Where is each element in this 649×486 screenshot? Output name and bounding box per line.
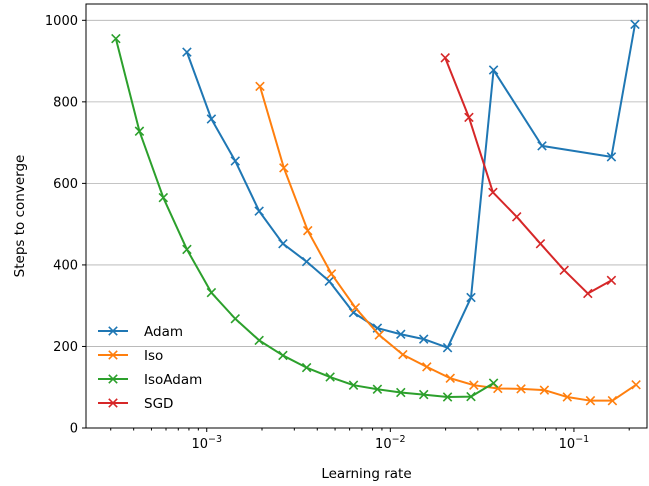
data-point-sgd [440,53,450,63]
data-point-iso [585,395,596,406]
data-point-sgd [511,212,522,222]
data-point-adam [278,238,288,249]
data-point-isoadam [396,387,406,398]
data-point-adam [230,156,241,166]
legend-marker-adam [108,326,118,336]
data-point-iso [255,81,265,92]
legend-item-adam: Adam [98,324,183,340]
data-point-iso [326,269,337,279]
data-point-isoadam [372,384,383,395]
series-line-iso [259,86,637,402]
legend-marker-isoadam [108,374,118,384]
data-point-iso [607,395,618,406]
data-point-iso [302,225,313,236]
series-iso [255,81,641,406]
x-tick-label: 10−2 [375,434,406,452]
data-point-isoadam [466,391,476,402]
data-point-iso [398,349,408,360]
data-point-isoadam [134,126,145,136]
data-point-isoadam [158,192,169,203]
data-point-sgd [606,275,617,286]
data-point-adam [537,141,547,151]
data-point-isoadam [182,244,192,255]
plot-frame [85,3,648,429]
data-point-isoadam [254,335,264,346]
data-point-isoadam [301,362,312,373]
data-point-adam [466,292,476,303]
data-point-sgd [535,238,546,249]
data-point-adam [396,329,406,339]
legend-label-isoadam: IsoAdam [144,372,202,388]
legend-item-sgd: SGD [98,396,173,412]
data-point-iso [631,380,641,390]
series-line-sgd [444,57,612,295]
legend-label-adam: Adam [144,324,183,340]
series-isoadam [111,33,499,402]
data-point-isoadam [206,287,217,298]
data-point-adam [182,47,192,57]
data-point-sgd [583,288,593,299]
legend-item-iso: Iso [98,348,163,364]
legend-label-iso: Iso [144,348,163,364]
data-point-iso [374,330,384,340]
data-point-sgd [488,187,498,198]
data-point-iso [562,392,573,402]
legend-marker-sgd [108,398,118,408]
data-point-iso [279,163,289,173]
data-point-adam [630,19,640,30]
y-tick-label: 200 [53,340,78,355]
data-point-isoadam [348,380,359,390]
y-tick-label: 800 [53,95,78,110]
data-point-sgd [559,265,569,275]
data-point-isoadam [488,378,499,388]
data-point-sgd [464,112,474,123]
series-layer [111,19,641,406]
series-line-adam [185,24,636,349]
y-tick-label: 0 [70,422,78,437]
data-point-adam [606,152,617,162]
y-tick-label: 400 [53,258,78,273]
legend-label-sgd: SGD [144,396,173,412]
x-tick-label: 10−3 [191,434,222,452]
data-point-isoadam [325,372,335,382]
data-point-isoadam [418,389,429,400]
data-point-iso [469,380,479,390]
data-point-adam [324,276,335,286]
data-point-isoadam [442,392,453,402]
series-sgd [440,53,617,299]
y-tick-label: 1000 [45,14,78,29]
data-point-isoadam [230,313,241,324]
legend-marker-iso [108,350,118,360]
y-axis-label: Steps to converge [12,155,28,278]
data-point-iso [539,385,550,395]
x-axis-label: Learning rate [321,466,411,482]
data-point-adam [254,206,264,216]
data-point-iso [516,384,526,394]
data-point-adam [206,114,217,124]
x-tick-label: 10−1 [559,434,590,452]
data-point-adam [442,342,453,353]
series-adam [182,19,640,353]
data-point-adam [418,334,429,344]
data-point-isoadam [278,350,288,361]
data-point-adam [488,65,499,75]
data-point-iso [350,302,361,313]
legend: Adam Iso IsoAdam SGD [98,324,202,412]
data-point-isoadam [111,33,121,44]
data-point-adam [301,256,312,267]
tick-layer: 0 200 400 600 800 1000 10−3 10−2 10−1 [45,14,630,452]
data-point-iso [445,373,456,384]
grid-layer [86,19,647,429]
y-tick-label: 600 [53,177,78,192]
legend-item-isoadam: IsoAdam [98,372,202,388]
data-point-iso [422,362,432,372]
